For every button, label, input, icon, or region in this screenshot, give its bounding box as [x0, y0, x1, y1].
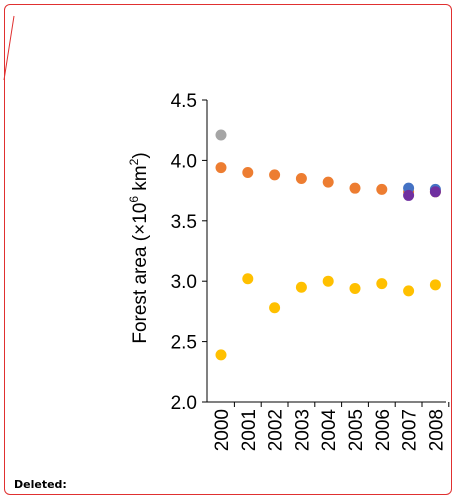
data-point: [403, 189, 415, 201]
x-tick-label: 2005: [346, 409, 367, 451]
data-point: [429, 186, 441, 198]
deleted-label: Deleted:: [14, 478, 67, 491]
y-tick-label: 2.5: [171, 333, 197, 354]
data-point: [376, 278, 388, 290]
data-point: [295, 281, 307, 293]
y-tick-label: 3.5: [171, 212, 197, 233]
data-point: [376, 183, 388, 195]
data-point: [295, 173, 307, 185]
x-axis-ticks: 2000 2001 2002 2003 2004 2005 2006 2007 2008: [212, 402, 450, 452]
tracked-change-balloon: [4, 4, 452, 495]
data-point: [322, 275, 334, 287]
x-tick-label: 2004: [319, 409, 340, 452]
data-points: [215, 129, 441, 361]
x-tick-label: 2003: [292, 409, 313, 451]
y-tick-label: 3.0: [171, 272, 197, 293]
data-point: [403, 285, 415, 297]
chart-axes: [206, 100, 446, 403]
data-point: [269, 302, 281, 314]
x-tick-label: 2001: [239, 409, 260, 451]
data-point: [349, 182, 361, 194]
y-axis-ticks: 2.0 2.5 3.0 3.5 4.0 4.5: [171, 91, 207, 414]
data-point: [322, 176, 334, 188]
y-tick-label: 2.0: [171, 393, 197, 414]
x-tick-label: 2002: [266, 409, 287, 451]
y-axis-label: Forest area (×106 km2): [127, 152, 151, 343]
x-tick-label: 2008: [426, 409, 447, 451]
data-point: [242, 166, 254, 178]
data-point: [269, 169, 281, 181]
x-tick-label: 2000: [212, 409, 233, 451]
data-point: [215, 349, 227, 361]
data-point: [429, 279, 441, 291]
data-point: [349, 282, 361, 294]
data-point: [215, 162, 227, 174]
x-tick-label: 2006: [373, 409, 394, 451]
x-tick-label: 2007: [400, 409, 421, 451]
data-point: [215, 129, 227, 141]
y-tick-label: 4.5: [171, 91, 197, 112]
data-point: [242, 273, 254, 285]
y-tick-label: 4.0: [171, 151, 197, 172]
